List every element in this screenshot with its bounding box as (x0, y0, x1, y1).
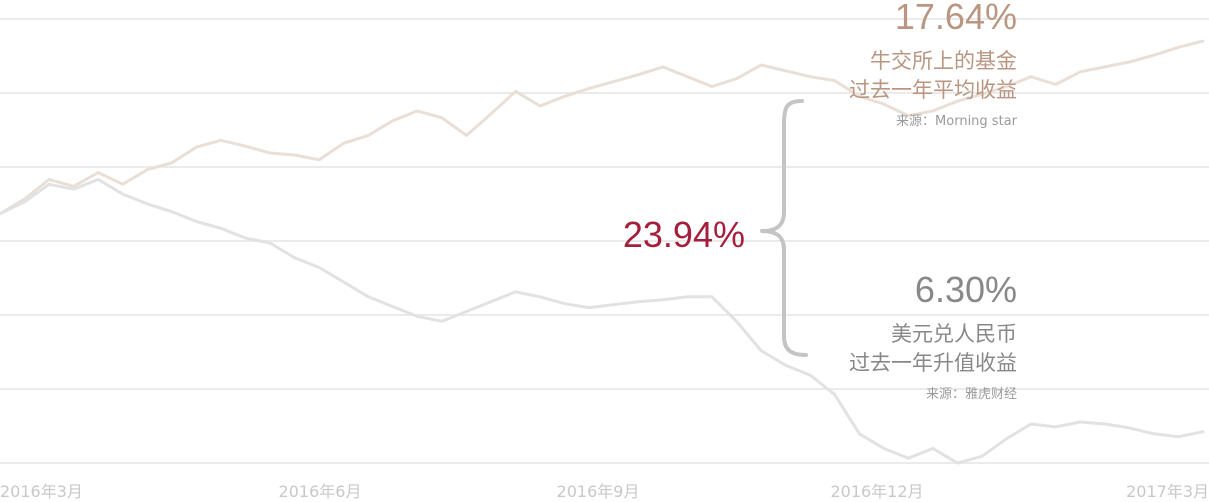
difference-value: 23.94% (623, 214, 745, 255)
series-line-1 (0, 177, 1205, 465)
usd-description-line2: 过去一年升值收益 (849, 351, 1017, 375)
series-layer (0, 39, 1205, 465)
fund-annotation: 17.64% 牛交所上的基金 过去一年平均收益 来源：Morning star (849, 0, 1018, 129)
usd-description-line1: 美元兑人民币 (891, 322, 1017, 346)
fund-description-line1: 牛交所上的基金 (870, 49, 1017, 73)
usd-annotation: 6.30% 美元兑人民币 过去一年升值收益 来源：雅虎财经 (849, 269, 1017, 402)
fund-source: 来源：Morning star (896, 114, 1018, 129)
x-tick-label-4: 2017年3月 (1126, 482, 1209, 501)
x-axis: 2016年3月 2016年6月 2016年9月 2016年12月 2017年3月 (0, 482, 1209, 501)
usd-return-value: 6.30% (915, 269, 1017, 310)
series-line-0 (0, 39, 1205, 216)
fund-description-line2: 过去一年平均收益 (849, 78, 1017, 102)
gridlines (0, 18, 1209, 464)
x-tick-label-3: 2016年12月 (830, 482, 923, 501)
x-tick-label-1: 2016年6月 (279, 482, 362, 501)
x-tick-label-0: 2016年3月 (0, 482, 83, 501)
bracket-brace (760, 99, 808, 357)
fund-return-value: 17.64% (895, 0, 1017, 37)
x-tick-label-2: 2016年9月 (557, 482, 640, 501)
usd-source: 来源：雅虎财经 (926, 387, 1017, 402)
